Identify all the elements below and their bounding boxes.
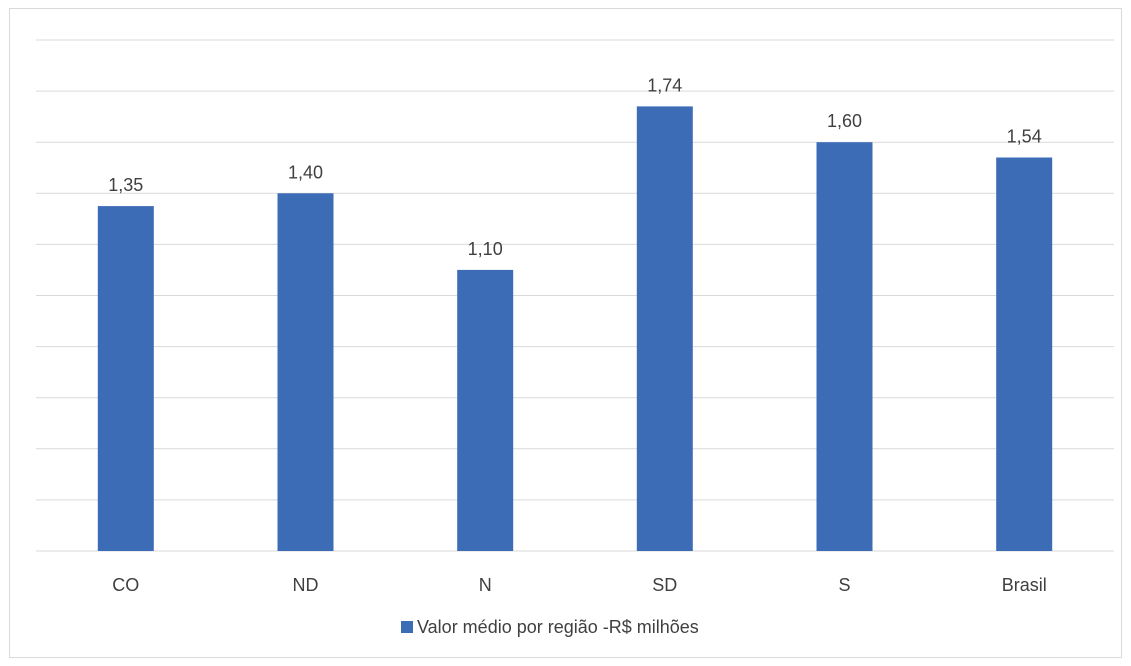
data-label-n: 1,10	[468, 239, 503, 259]
data-label-nd: 1,40	[288, 162, 323, 182]
legend-swatch	[401, 621, 413, 633]
x-tick-label-sd: SD	[652, 575, 677, 595]
data-label-co: 1,35	[108, 175, 143, 195]
x-tick-label-brasil: Brasil	[1002, 575, 1047, 595]
legend-label: Valor médio por região -R$ milhões	[417, 616, 699, 637]
x-tick-label-n: N	[479, 575, 492, 595]
data-label-s: 1,60	[827, 111, 862, 131]
legend: Valor médio por região -R$ milhões	[401, 615, 699, 639]
bar-sd	[636, 106, 693, 552]
bar-brasil	[996, 157, 1053, 551]
bar-co	[97, 206, 154, 551]
data-label-brasil: 1,54	[1007, 127, 1042, 147]
bar-n	[457, 269, 514, 551]
chart-frame	[9, 8, 1122, 658]
x-tick-label-nd: ND	[293, 575, 319, 595]
x-tick-label-co: CO	[112, 575, 139, 595]
x-tick-label-s: S	[838, 575, 850, 595]
bar-s	[816, 142, 873, 551]
data-label-sd: 1,74	[647, 75, 682, 95]
bar-nd	[277, 193, 334, 552]
